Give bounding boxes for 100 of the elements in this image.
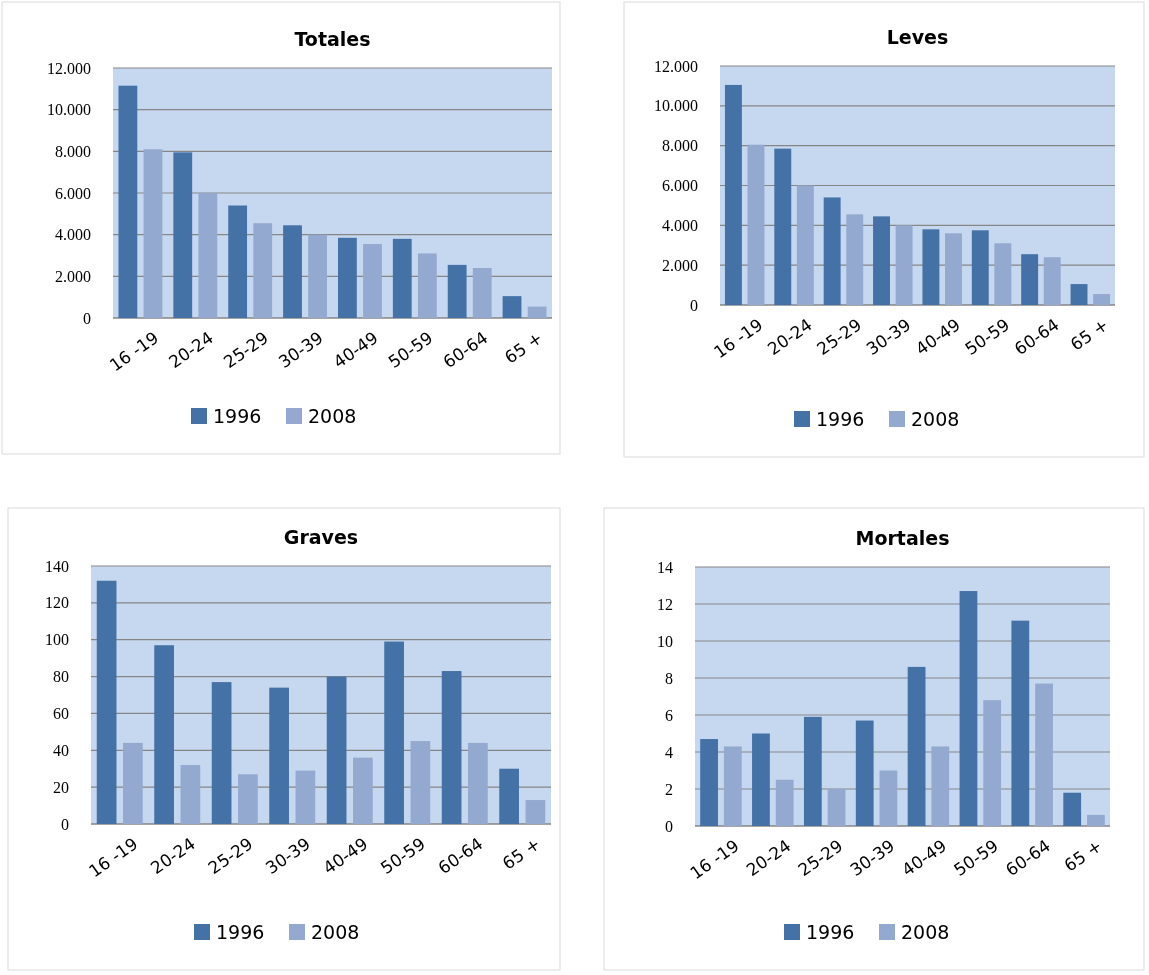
bar bbox=[417, 253, 437, 318]
y-tick-label: 8.000 bbox=[55, 142, 91, 160]
bar bbox=[895, 225, 913, 305]
bar bbox=[971, 230, 989, 305]
y-tick-label: 12.000 bbox=[654, 57, 698, 75]
bar bbox=[353, 757, 373, 824]
y-tick-label: 8 bbox=[665, 669, 673, 687]
bar bbox=[846, 214, 864, 305]
y-tick-label: 0 bbox=[665, 817, 673, 835]
bar bbox=[173, 152, 193, 318]
bar bbox=[931, 746, 950, 826]
y-tick-label: 0 bbox=[61, 815, 69, 833]
y-tick-label: 2.000 bbox=[662, 256, 698, 274]
bar bbox=[123, 742, 143, 824]
x-tick-label: 65 + bbox=[498, 833, 544, 874]
bar bbox=[959, 591, 978, 826]
bar bbox=[747, 144, 765, 305]
bar bbox=[1035, 683, 1053, 826]
y-tick-label: 80 bbox=[53, 668, 69, 686]
legend-label: 2008 bbox=[308, 405, 357, 427]
bar bbox=[211, 682, 232, 824]
bar bbox=[1093, 294, 1111, 305]
y-tick-label: 0 bbox=[83, 309, 91, 327]
bar bbox=[118, 85, 138, 318]
bar bbox=[447, 264, 467, 318]
y-tick-label: 100 bbox=[45, 631, 69, 649]
chart-title: Totales bbox=[294, 28, 371, 50]
bar bbox=[775, 779, 794, 826]
legend-label: 2008 bbox=[311, 921, 360, 943]
x-tick-label: 16 -19 bbox=[686, 835, 743, 884]
bar bbox=[945, 233, 962, 305]
bar bbox=[392, 238, 412, 318]
y-tick-label: 0 bbox=[690, 296, 698, 314]
bar bbox=[295, 770, 316, 824]
legend-label: 2008 bbox=[911, 408, 960, 430]
x-tick-label: 16 -19 bbox=[85, 833, 142, 882]
legend-label: 1996 bbox=[213, 405, 262, 427]
y-tick-label: 60 bbox=[53, 704, 69, 722]
bar bbox=[774, 148, 792, 305]
y-tick-label: 2 bbox=[665, 780, 673, 798]
bar bbox=[180, 765, 201, 824]
y-tick-label: 120 bbox=[45, 594, 69, 612]
y-tick-label: 6 bbox=[665, 706, 673, 724]
bar bbox=[143, 149, 163, 318]
y-tick-label: 6.000 bbox=[662, 177, 698, 194]
bar bbox=[855, 720, 874, 826]
bar bbox=[700, 739, 718, 826]
bar bbox=[803, 716, 822, 826]
bar bbox=[96, 580, 117, 824]
bar bbox=[238, 774, 258, 824]
y-tick-label: 4.000 bbox=[55, 226, 91, 244]
bar bbox=[827, 789, 846, 826]
y-tick-label: 20 bbox=[53, 778, 69, 796]
bar bbox=[337, 237, 357, 318]
bar bbox=[907, 666, 926, 826]
bar bbox=[154, 645, 174, 824]
bar bbox=[1087, 814, 1105, 826]
y-tick-label: 6.000 bbox=[55, 184, 91, 202]
legend-label: 1996 bbox=[806, 921, 855, 943]
legend-label: 2008 bbox=[901, 921, 950, 943]
y-tick-label: 2.000 bbox=[55, 267, 91, 285]
legend-label: 1996 bbox=[216, 921, 265, 943]
bar bbox=[499, 768, 519, 824]
chart-title: Graves bbox=[283, 526, 359, 548]
bar bbox=[228, 205, 248, 318]
bar bbox=[752, 733, 770, 826]
y-tick-label: 140 bbox=[45, 557, 69, 575]
bar bbox=[879, 770, 898, 826]
bar bbox=[283, 225, 302, 318]
y-tick-label: 10.000 bbox=[47, 101, 91, 119]
legend-label: 1996 bbox=[816, 408, 865, 430]
x-tick-label: 65 + bbox=[1060, 835, 1106, 876]
bar bbox=[1070, 284, 1088, 305]
y-tick-label: 10 bbox=[657, 632, 673, 650]
bar bbox=[823, 197, 841, 305]
bar bbox=[983, 700, 1002, 826]
y-tick-label: 40 bbox=[53, 741, 69, 759]
bar bbox=[468, 742, 488, 824]
bar bbox=[994, 243, 1012, 305]
bar bbox=[198, 193, 218, 318]
x-tick-label: 65 + bbox=[1066, 314, 1112, 355]
bar bbox=[527, 306, 547, 318]
bar bbox=[269, 687, 289, 824]
bar bbox=[525, 800, 546, 824]
x-tick-label: 65 + bbox=[500, 327, 547, 368]
bar bbox=[308, 234, 328, 318]
bar bbox=[502, 296, 522, 318]
bar bbox=[384, 641, 404, 824]
bar bbox=[1011, 620, 1030, 826]
y-tick-label: 10.000 bbox=[654, 97, 698, 115]
bar bbox=[472, 268, 492, 318]
bar bbox=[873, 216, 890, 305]
bar bbox=[723, 746, 742, 826]
bar bbox=[1043, 257, 1061, 305]
bar bbox=[922, 229, 940, 305]
y-tick-label: 14 bbox=[657, 558, 673, 576]
bar bbox=[363, 244, 382, 318]
bar bbox=[1021, 254, 1039, 305]
bar bbox=[724, 84, 742, 305]
y-tick-label: 4 bbox=[665, 743, 673, 761]
